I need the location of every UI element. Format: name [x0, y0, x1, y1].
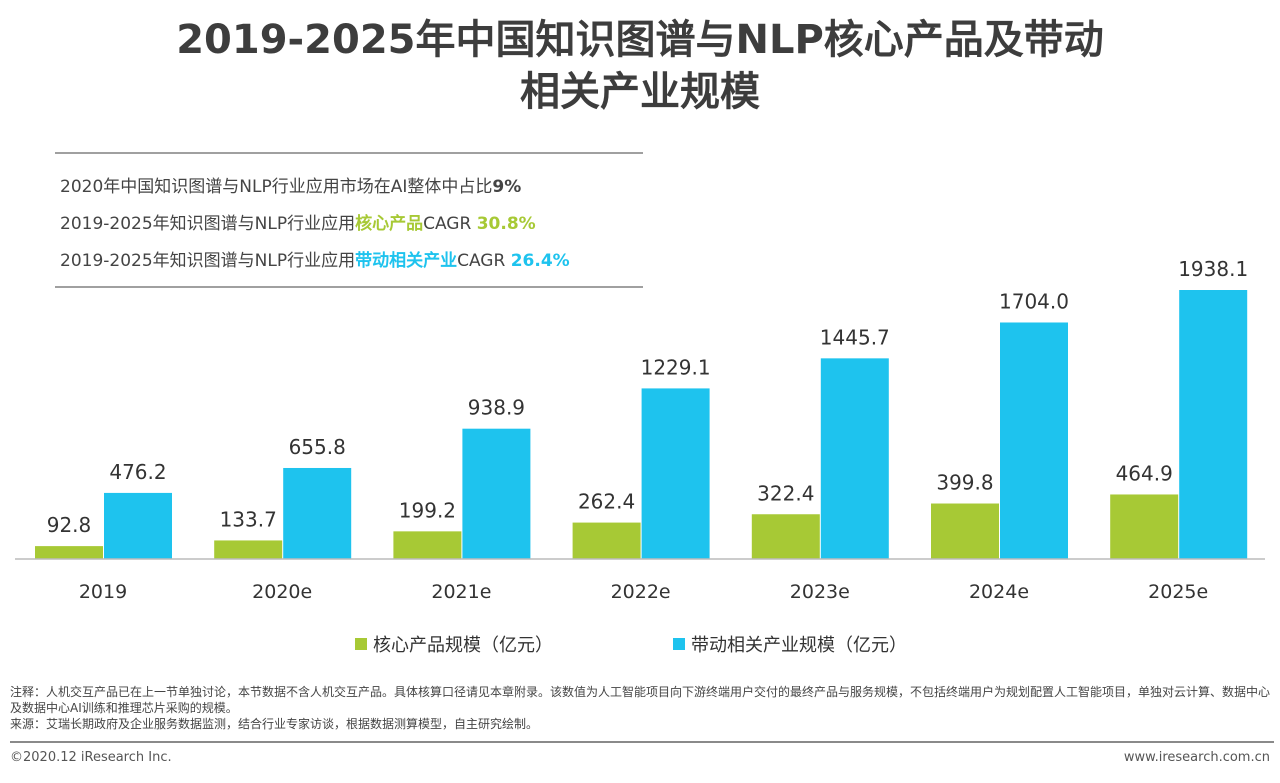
highlight-cagr: CAGR	[423, 214, 477, 234]
title-line-1: 2019-2025年中国知识图谱与NLP核心产品及带动	[176, 17, 1104, 63]
legend-label: 带动相关产业规模（亿元）	[691, 635, 907, 656]
x-tick-label: 2022e	[611, 581, 671, 603]
data-label: 322.4	[757, 481, 814, 505]
highlight-value: 9%	[492, 177, 522, 197]
bar-related-2021e	[462, 428, 531, 559]
chart-title: 2019-2025年中国知识图谱与NLP核心产品及带动 相关产业规模	[0, 14, 1280, 118]
highlight-text: 2019-2025年知识图谱与NLP行业应用	[60, 251, 356, 271]
data-label: 1445.7	[820, 325, 890, 349]
x-tick-label: 2021e	[431, 581, 491, 603]
data-label: 1229.1	[641, 355, 711, 379]
bar-related-2022e	[641, 388, 710, 559]
highlight-share: 2020年中国知识图谱与NLP行业应用市场在AI整体中占比9%	[60, 172, 521, 197]
bar-core-2019	[35, 546, 103, 559]
legend-swatch	[673, 638, 685, 650]
data-label: 476.2	[109, 460, 166, 484]
x-tick-label: 2019	[79, 581, 127, 603]
bar-related-2024e	[1000, 322, 1068, 559]
title-line-2: 相关产业规模	[520, 69, 760, 115]
legend-label: 核心产品规模（亿元）	[373, 635, 553, 656]
footer-divider	[10, 741, 1274, 743]
copyright: ©2020.12 iResearch Inc.	[10, 750, 172, 765]
highlight-key: 核心产品	[355, 214, 424, 234]
data-label: 655.8	[289, 435, 346, 459]
data-label: 92.8	[47, 513, 92, 537]
data-label: 199.2	[399, 498, 456, 522]
data-label: 262.4	[578, 490, 635, 514]
bar-related-2025e	[1179, 290, 1248, 559]
bar-core-2020e	[214, 540, 283, 559]
highlights-box: 2020年中国知识图谱与NLP行业应用市场在AI整体中占比9% 2019-202…	[55, 152, 643, 288]
highlight-text: 2019-2025年知识图谱与NLP行业应用	[60, 214, 356, 234]
bar-related-2020e	[283, 467, 352, 559]
data-label: 938.9	[468, 396, 525, 420]
x-tick-label: 2023e	[790, 581, 850, 603]
x-tick-label: 2024e	[969, 581, 1029, 603]
bar-related-2019	[104, 492, 172, 559]
bar-core-2022e	[572, 522, 641, 559]
data-label: 1704.0	[999, 289, 1069, 313]
data-label: 399.8	[936, 471, 993, 495]
legend-swatch	[355, 638, 367, 650]
data-label: 1938.1	[1178, 257, 1248, 281]
note-text: 注释：人机交互产品已在上一节单独讨论，本节数据不含人机交互产品。具体核算口径请见…	[10, 685, 1271, 715]
bar-core-2024e	[931, 503, 999, 559]
data-label: 133.7	[220, 507, 277, 531]
x-tick-label: 2020e	[252, 581, 312, 603]
bar-core-2021e	[393, 531, 462, 559]
bar-chart: 92.8 476.2 2019 133.7 655.8 2020e 199.2 938.9 20…	[15, 257, 1265, 656]
highlight-value: 30.8%	[476, 214, 536, 234]
highlight-cagr: CAGR	[457, 251, 511, 271]
data-label: 464.9	[1116, 461, 1173, 485]
website-link[interactable]: www.iresearch.com.cn	[1123, 750, 1270, 765]
highlight-key: 带动相关产业	[355, 251, 458, 271]
bar-related-2023e	[820, 358, 889, 559]
highlight-related-cagr: 2019-2025年知识图谱与NLP行业应用带动相关产业CAGR 26.4%	[60, 246, 570, 271]
highlight-value: 26.4%	[510, 251, 570, 271]
notes: 注释：人机交互产品已在上一节单独讨论，本节数据不含人机交互产品。具体核算口径请见…	[10, 684, 1275, 732]
highlight-text: 2020年中国知识图谱与NLP行业应用市场在AI整体中占比	[60, 177, 493, 197]
bar-core-2025e	[1110, 494, 1179, 559]
x-tick-label: 2025e	[1148, 581, 1208, 603]
source-text: 来源：艾瑞长期政府及企业服务数据监测，结合行业专家访谈，根据数据测算模型，自主研…	[10, 717, 539, 731]
highlight-core-cagr: 2019-2025年知识图谱与NLP行业应用核心产品CAGR 30.8%	[60, 209, 536, 234]
bar-core-2023e	[751, 514, 820, 559]
